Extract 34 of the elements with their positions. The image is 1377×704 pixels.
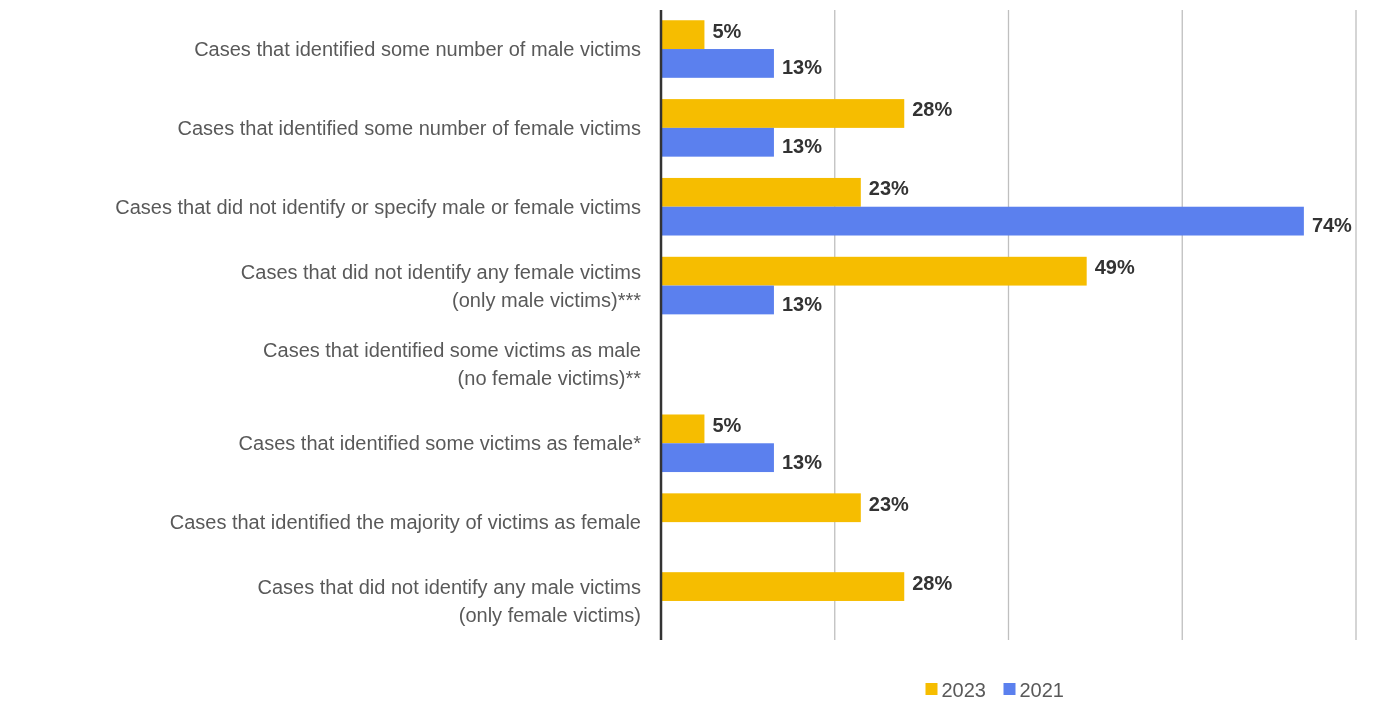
bar bbox=[661, 285, 774, 315]
data-label: 28% bbox=[912, 571, 953, 594]
bar bbox=[661, 99, 905, 128]
data-label: 23% bbox=[868, 492, 910, 515]
bar bbox=[661, 443, 774, 473]
y-tick-label: Cases that did not identify any male victims (only female victims) bbox=[257, 575, 641, 626]
legend-label: 2021 bbox=[1019, 679, 1064, 701]
bar bbox=[661, 20, 705, 50]
data-label: 13% bbox=[781, 450, 823, 473]
bar bbox=[661, 177, 861, 207]
data-label: 13% bbox=[781, 56, 823, 79]
y-tick-label: Cases that identified some victims as male (no female victims)** bbox=[263, 339, 642, 390]
bar bbox=[661, 127, 774, 157]
bar bbox=[661, 493, 861, 523]
data-label: 49% bbox=[1094, 256, 1135, 279]
data-label: 13% bbox=[781, 292, 823, 315]
bar bbox=[661, 49, 774, 78]
y-tick-label: Cases that did not identify any female victims (only male victims)*** bbox=[240, 260, 642, 311]
bar bbox=[661, 256, 1087, 286]
y-tick-label: Cases that identified some number of male victims bbox=[194, 38, 641, 61]
data-label: 23% bbox=[868, 177, 910, 200]
data-label: 5% bbox=[712, 413, 742, 436]
bar bbox=[661, 572, 905, 601]
data-label: 5% bbox=[712, 19, 742, 42]
bar bbox=[661, 206, 1304, 236]
y-tick-label: Cases that identified some number of female victims bbox=[177, 116, 641, 139]
data-label: 74% bbox=[1311, 214, 1353, 237]
legend-label: 2023 bbox=[941, 679, 986, 701]
data-label: 13% bbox=[781, 135, 823, 158]
y-tick-label: Cases that did not identify or specify male or female victims bbox=[115, 195, 641, 218]
y-tick-label: Cases that identified the majority of victims as female bbox=[169, 511, 641, 534]
data-label: 28% bbox=[912, 98, 953, 121]
bar bbox=[661, 414, 705, 444]
y-tick-label: Cases that identified some victims as female* bbox=[238, 432, 642, 455]
